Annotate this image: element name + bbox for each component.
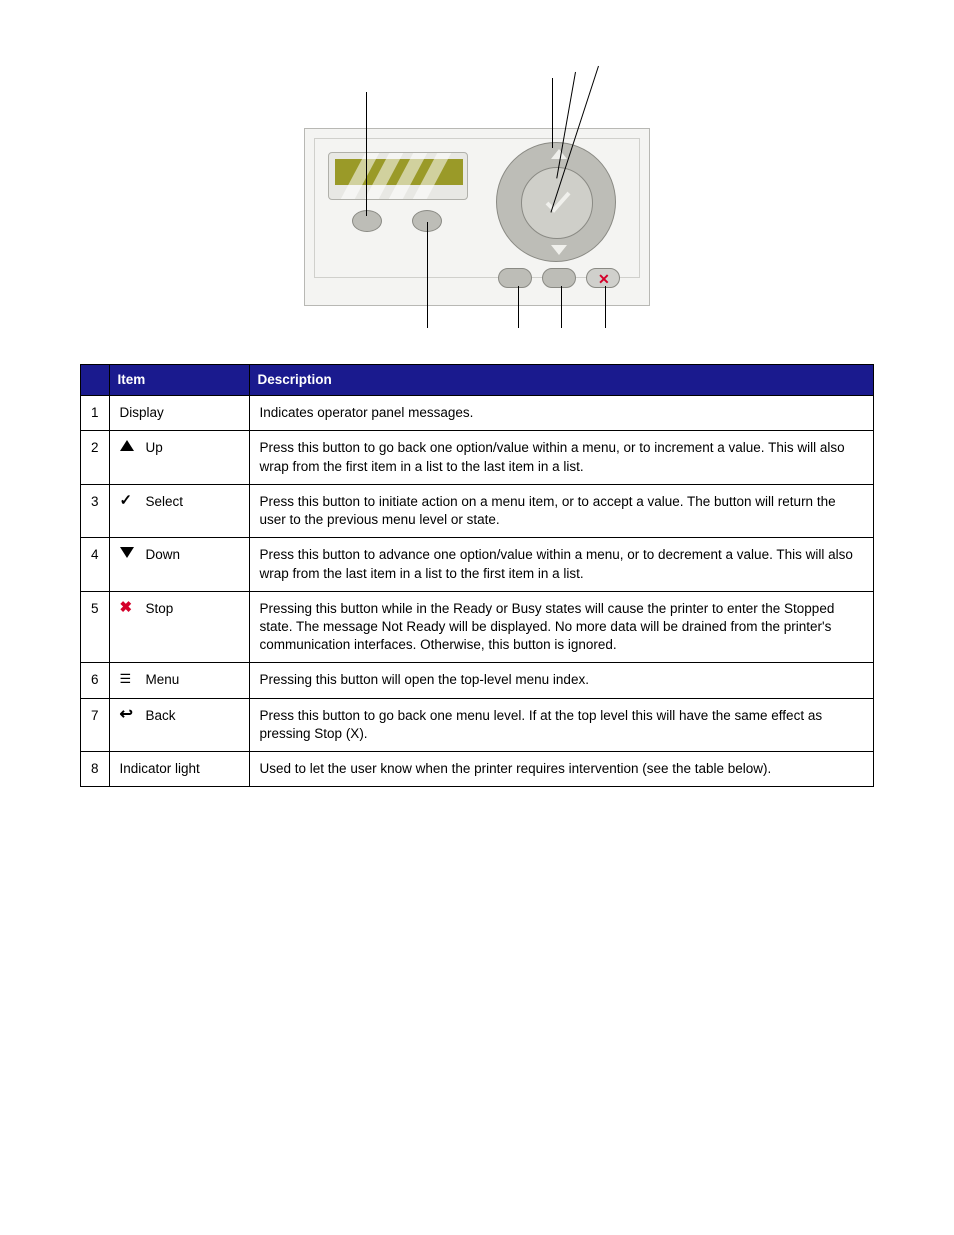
item-label: Indicator light xyxy=(120,761,200,776)
row-num: 8 xyxy=(81,752,110,787)
x-icon xyxy=(120,600,138,615)
table-row: 1 Display Indicates operator panel messa… xyxy=(81,396,874,431)
up-arrow-icon xyxy=(120,439,138,454)
table-body: 1 Display Indicates operator panel messa… xyxy=(81,396,874,787)
callout-line xyxy=(427,222,428,328)
callout-line xyxy=(366,92,367,216)
row-num: 2 xyxy=(81,431,110,484)
row-desc: Pressing this button while in the Ready … xyxy=(249,591,873,663)
row-item: Select xyxy=(109,484,249,537)
item-label: Menu xyxy=(146,671,180,689)
nav-pad xyxy=(496,142,616,262)
table-row: 4 Down Press this button to advance one … xyxy=(81,538,874,591)
item-label: Up xyxy=(146,439,163,457)
table-row: 8 Indicator light Used to let the user k… xyxy=(81,752,874,787)
table-row: 6 Menu Pressing this button will open th… xyxy=(81,663,874,698)
pad-down-arrow-icon xyxy=(551,245,567,255)
pill-button-menu xyxy=(542,268,576,288)
row-item: Up xyxy=(109,431,249,484)
row-desc: Press this button to advance one option/… xyxy=(249,538,873,591)
row-item: Down xyxy=(109,538,249,591)
item-label: Display xyxy=(120,405,164,420)
table-row: 5 Stop Pressing this button while in the… xyxy=(81,591,874,663)
table-row: 3 Select Press this button to initiate a… xyxy=(81,484,874,537)
row-item: Indicator light xyxy=(109,752,249,787)
small-button-left xyxy=(352,210,382,232)
lcd-band xyxy=(335,159,463,185)
row-desc: Press this button to go back one menu le… xyxy=(249,698,873,751)
down-arrow-icon xyxy=(120,546,138,561)
controls-table: Item Description 1 Display Indicates ope… xyxy=(80,364,874,787)
back-icon xyxy=(120,707,138,723)
page: ✕ Item Description 1 Display Indicates o… xyxy=(0,0,954,1235)
row-item: Back xyxy=(109,698,249,751)
pill-button-back xyxy=(498,268,532,288)
row-num: 7 xyxy=(81,698,110,751)
menu-icon xyxy=(120,671,138,686)
callout-line xyxy=(561,286,562,328)
row-desc: Used to let the user know when the print… xyxy=(249,752,873,787)
col-header-desc: Description xyxy=(249,365,873,396)
row-num: 6 xyxy=(81,663,110,698)
row-num: 4 xyxy=(81,538,110,591)
col-header-item: Item xyxy=(109,365,249,396)
row-desc: Pressing this button will open the top-l… xyxy=(249,663,873,698)
row-num: 1 xyxy=(81,396,110,431)
callout-line xyxy=(518,286,519,328)
control-panel-diagram: ✕ xyxy=(304,128,650,306)
item-label: Back xyxy=(146,707,176,725)
callout-line xyxy=(552,78,553,148)
row-desc: Indicates operator panel messages. xyxy=(249,396,873,431)
stop-x-icon: ✕ xyxy=(598,271,610,288)
col-header-num xyxy=(81,365,110,396)
item-label: Stop xyxy=(146,600,174,618)
lcd-display xyxy=(328,152,468,200)
table-row: 2 Up Press this button to go back one op… xyxy=(81,431,874,484)
item-label: Down xyxy=(146,546,181,564)
check-icon xyxy=(120,493,138,508)
row-desc: Press this button to go back one option/… xyxy=(249,431,873,484)
row-num: 3 xyxy=(81,484,110,537)
row-item: Display xyxy=(109,396,249,431)
row-item: Menu xyxy=(109,663,249,698)
item-label: Select xyxy=(146,493,184,511)
callout-line xyxy=(605,286,606,328)
row-item: Stop xyxy=(109,591,249,663)
table-row: 7 Back Press this button to go back one … xyxy=(81,698,874,751)
row-num: 5 xyxy=(81,591,110,663)
row-desc: Press this button to initiate action on … xyxy=(249,484,873,537)
pill-button-stop: ✕ xyxy=(586,268,620,288)
